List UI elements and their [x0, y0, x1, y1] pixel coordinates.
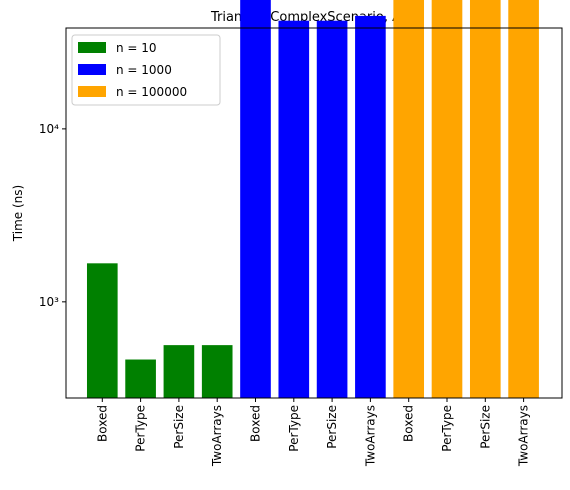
- x-tick-label: PerSize: [325, 405, 339, 449]
- x-tick-label: PerSize: [172, 405, 186, 449]
- bar: [355, 15, 386, 398]
- bar: [393, 0, 425, 398]
- plot-frame: [65, 27, 563, 399]
- bar: [240, 0, 271, 398]
- bar: [431, 0, 463, 399]
- x-tick-label: Boxed: [402, 405, 416, 442]
- y-tick-label: 10³: [39, 295, 59, 309]
- legend-swatch: [78, 42, 106, 53]
- legend-box: [71, 34, 221, 106]
- legend-swatch: [78, 64, 106, 75]
- y-axis-label: Time (ns): [11, 185, 25, 242]
- x-tick-label: PerSize: [478, 405, 492, 449]
- legend-swatch: [78, 86, 106, 97]
- legend-label: n = 10: [116, 41, 157, 55]
- x-tick-label: PerType: [287, 405, 301, 452]
- bar: [316, 20, 348, 398]
- x-tick-label: TwoArrays: [363, 405, 377, 467]
- x-tick-label: PerType: [134, 405, 148, 452]
- bar: [163, 345, 195, 398]
- x-tick-label: TwoArrays: [210, 405, 224, 467]
- bar: [508, 0, 539, 399]
- bar: [278, 20, 310, 398]
- bar: [86, 263, 118, 398]
- legend-label: n = 1000: [116, 63, 172, 77]
- x-tick-label: Boxed: [95, 405, 109, 442]
- x-tick-label: TwoArrays: [517, 405, 531, 467]
- y-tick-label: 10⁴: [39, 122, 59, 136]
- bar: [201, 345, 233, 398]
- x-tick-label: Boxed: [249, 405, 263, 442]
- bar: [125, 359, 156, 398]
- legend-label: n = 100000: [116, 85, 187, 99]
- x-tick-label: PerType: [440, 405, 454, 452]
- bar: [469, 0, 501, 398]
